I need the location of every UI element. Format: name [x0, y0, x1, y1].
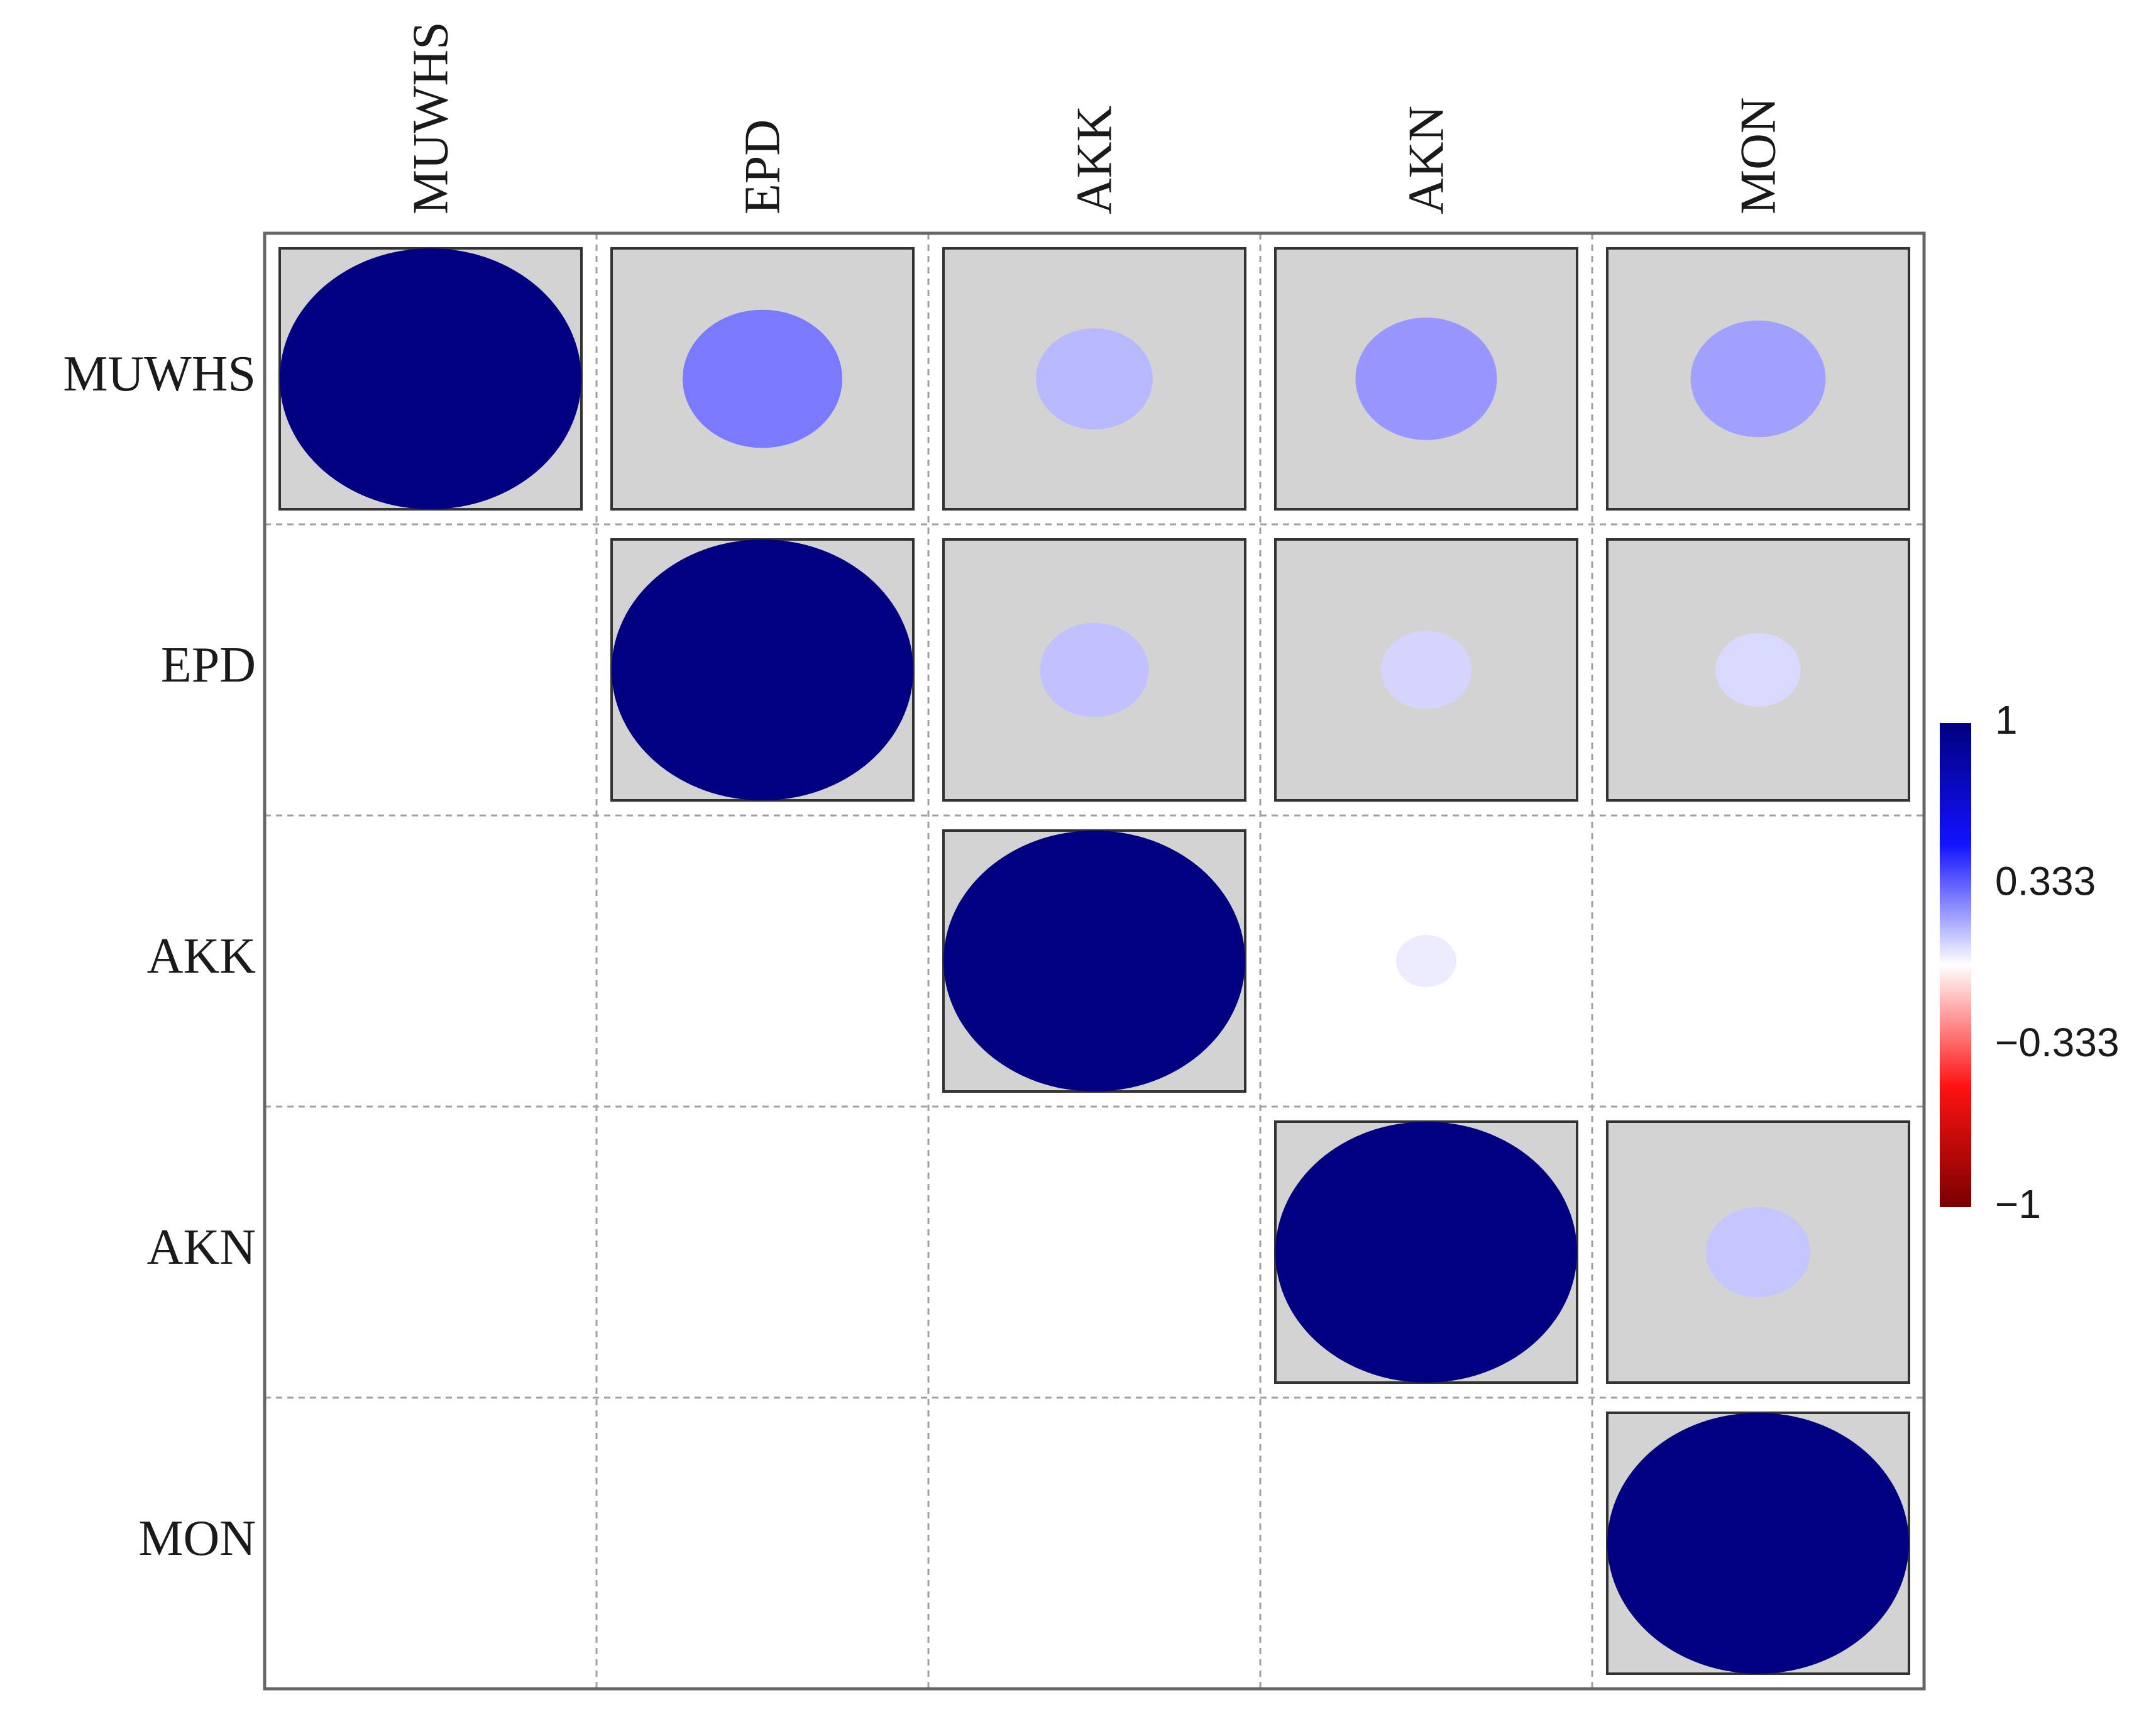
cell-muwhs-akn — [1274, 247, 1578, 511]
correlation-circle — [1715, 633, 1801, 707]
column-labels: MUWHS EPD AKK AKN MON — [403, 21, 1786, 214]
cell-mon-mon — [1606, 1412, 1910, 1675]
colorbar-tick-label: −0.333 — [1995, 1020, 2120, 1065]
correlation-circle — [1355, 318, 1497, 440]
correlation-circle — [280, 248, 581, 509]
cell-muwhs-epd — [610, 247, 915, 511]
cell-akn-mon — [1606, 1120, 1910, 1384]
row-label-akn: AKN — [147, 1220, 256, 1275]
correlation-circle — [612, 539, 913, 800]
correlation-circle — [683, 309, 842, 448]
correlation-circle — [1040, 622, 1149, 717]
cell-muwhs-mon — [1606, 247, 1910, 511]
colorbar-tick-label: 0.333 — [1995, 859, 2096, 904]
correlation-circle — [1690, 320, 1826, 438]
row-label-akk: AKK — [147, 929, 256, 984]
cell-epd-epd — [610, 538, 915, 802]
cell-group — [278, 247, 1910, 1675]
row-labels: MUWHS EPD AKK AKN MON — [63, 346, 256, 1566]
colorbar-tick-label: −1 — [1995, 1181, 2041, 1227]
colorbar-tick-label: 1 — [1995, 697, 2018, 743]
correlation-circle — [1705, 1207, 1811, 1298]
correlation-circle — [1381, 631, 1471, 709]
column-label-akk: AKK — [1067, 106, 1122, 214]
row-label-mon: MON — [138, 1511, 256, 1566]
row-label-muwhs: MUWHS — [63, 346, 256, 402]
cell-epd-mon — [1606, 538, 1910, 802]
cell-akk-akn — [1396, 935, 1456, 987]
colorbar-gradient — [1940, 723, 1971, 1207]
column-label-akn: AKN — [1399, 106, 1454, 214]
correlation-circle — [1036, 328, 1153, 429]
colorbar: 1 0.333 −0.333 −1 — [1940, 697, 2120, 1227]
cell-akk-akk — [942, 829, 1246, 1093]
correlation-circle — [1607, 1413, 1909, 1674]
cell-epd-akk — [942, 538, 1246, 802]
correlation-circle — [943, 831, 1245, 1091]
grid-lines — [265, 233, 1924, 1689]
cell-muwhs-muwhs — [278, 247, 583, 511]
column-label-epd: EPD — [735, 119, 790, 214]
cell-akn-akn — [1274, 1120, 1578, 1384]
correlation-circle — [1396, 935, 1456, 987]
cell-muwhs-akk — [942, 247, 1246, 511]
row-label-epd: EPD — [161, 638, 256, 693]
plot-border — [263, 231, 1926, 1691]
correlation-circle — [1275, 1122, 1577, 1383]
cell-epd-akn — [1274, 538, 1578, 802]
column-label-mon: MON — [1730, 97, 1786, 214]
column-label-muwhs: MUWHS — [403, 21, 458, 214]
